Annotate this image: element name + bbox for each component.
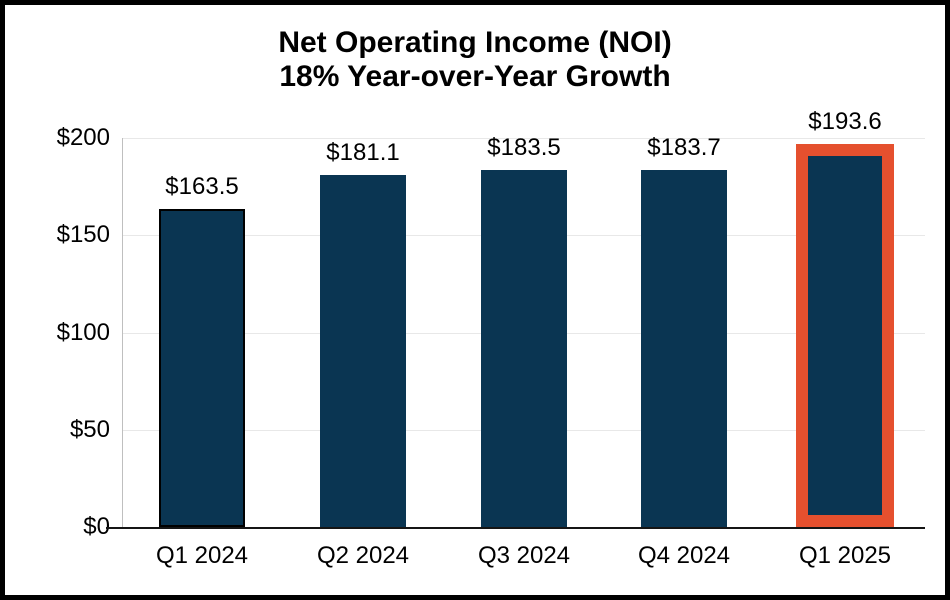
bar-q1-2024 xyxy=(159,209,245,527)
bar-value-label: $181.1 xyxy=(326,139,400,166)
y-axis-line xyxy=(122,138,123,527)
x-axis-line xyxy=(106,527,925,529)
x-tick-label: Q4 2024 xyxy=(637,542,731,569)
bar-value-label: $163.5 xyxy=(165,173,239,200)
y-tick-label: $150 xyxy=(56,221,110,248)
x-tick-label: Q3 2024 xyxy=(477,542,571,569)
gridline-200 xyxy=(122,138,925,139)
bar-value-label: $193.6 xyxy=(808,108,882,135)
x-tick-label: Q2 2024 xyxy=(316,542,410,569)
bar-q3-2024 xyxy=(481,170,567,527)
bar-q1-2025 xyxy=(796,144,894,527)
y-tick-label: $50 xyxy=(69,416,110,443)
bar-value-label: $183.7 xyxy=(647,134,721,161)
x-tick-label: Q1 2025 xyxy=(798,542,892,569)
y-tick-label: $0 xyxy=(83,513,110,540)
chart-title: Net Operating Income (NOI) 18% Year-over… xyxy=(5,26,945,94)
chart-title-line2: 18% Year-over-Year Growth xyxy=(279,60,671,93)
y-tick-label: $100 xyxy=(56,319,110,346)
chart-title-line1: Net Operating Income (NOI) xyxy=(278,26,672,59)
bar-q4-2024 xyxy=(641,170,727,527)
x-tick-label: Q1 2024 xyxy=(155,542,249,569)
y-tick-label: $200 xyxy=(56,124,110,151)
bar-q2-2024 xyxy=(320,175,406,527)
plot-area: $0 $50 $100 $150 $200 $163.5 Q1 2024 $181.1 Q2 2… xyxy=(5,5,945,595)
bar-value-label: $183.5 xyxy=(487,134,561,161)
